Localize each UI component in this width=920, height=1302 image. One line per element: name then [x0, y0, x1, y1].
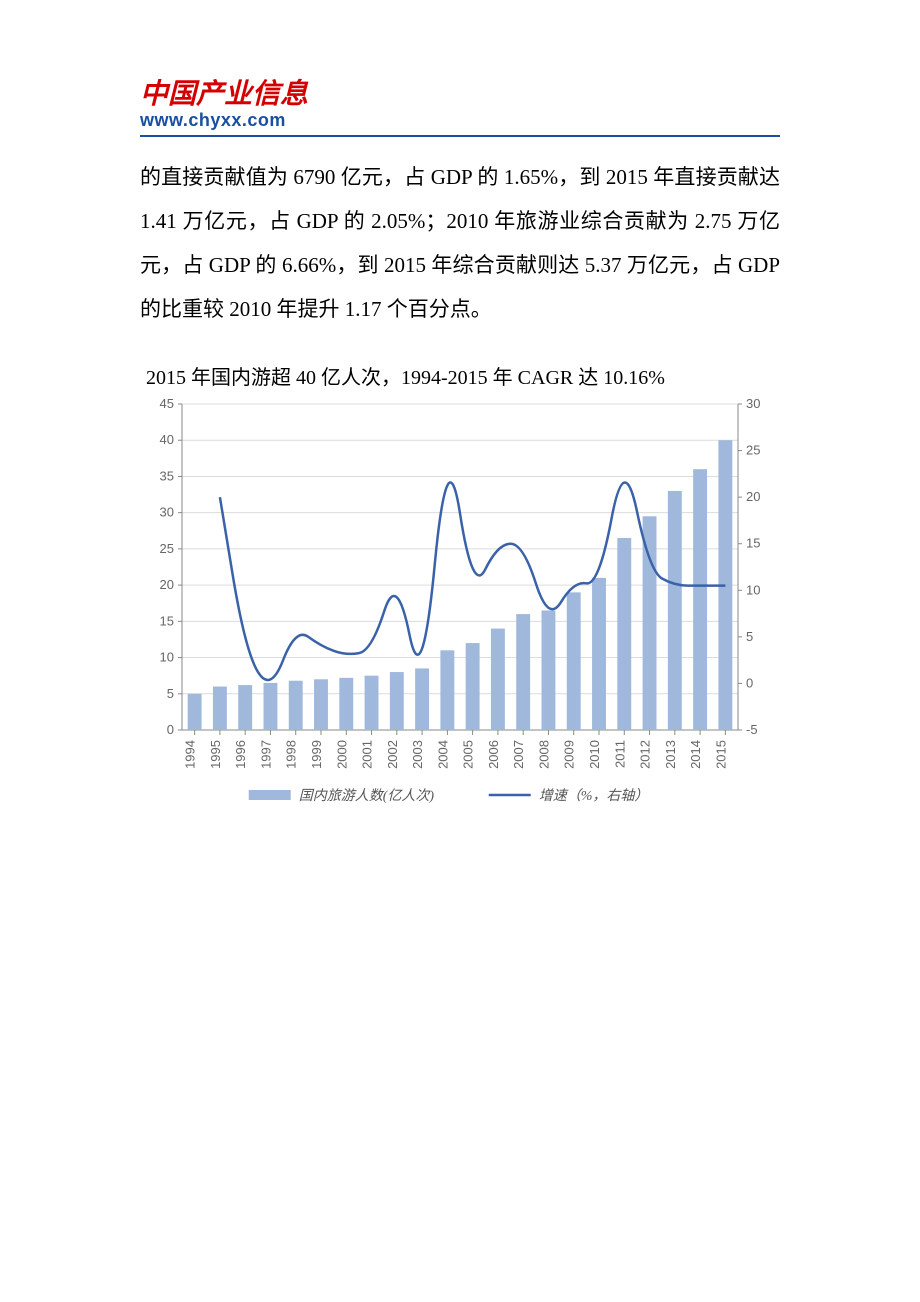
svg-text:2010: 2010 [587, 740, 602, 769]
svg-text:1994: 1994 [183, 740, 198, 769]
svg-text:10: 10 [746, 583, 760, 598]
svg-text:1995: 1995 [208, 740, 223, 769]
svg-text:2007: 2007 [511, 740, 526, 769]
svg-text:1999: 1999 [309, 740, 324, 769]
svg-text:45: 45 [160, 396, 174, 411]
svg-text:2000: 2000 [334, 740, 349, 769]
svg-text:2008: 2008 [536, 740, 551, 769]
svg-text:2013: 2013 [663, 740, 678, 769]
chart-title: 2015 年国内游超 40 亿人次，1994-2015 年 CAGR 达 10.… [146, 361, 780, 390]
svg-text:国内旅游人数(亿人次): 国内旅游人数(亿人次) [299, 788, 435, 804]
svg-text:30: 30 [160, 505, 174, 520]
svg-text:30: 30 [746, 396, 760, 411]
svg-text:2001: 2001 [360, 740, 375, 769]
svg-text:40: 40 [160, 433, 174, 448]
svg-text:0: 0 [746, 676, 753, 691]
svg-text:15: 15 [746, 536, 760, 551]
svg-text:增速（%，右轴）: 增速（%，右轴） [539, 788, 649, 804]
combo-chart: 0 5 10 15 20 25 30 35 40 45 -5 0 5 10 15 20 25 30 1994 1995… [140, 396, 780, 821]
page-container: 中国产业信息 www.chyxx.com 的直接贡献值为 6790 亿元，占 G… [0, 0, 920, 881]
header-rule [140, 135, 780, 137]
svg-text:5: 5 [167, 686, 174, 701]
svg-text:2003: 2003 [410, 740, 425, 769]
svg-text:25: 25 [746, 443, 760, 458]
svg-text:0: 0 [167, 722, 174, 737]
svg-text:2012: 2012 [638, 740, 653, 769]
svg-text:-5: -5 [746, 722, 758, 737]
svg-text:25: 25 [160, 541, 174, 556]
svg-text:5: 5 [746, 629, 753, 644]
chart-svg: 0 5 10 15 20 25 30 35 40 45 -5 0 5 10 15 20 25 30 1994 1995… [140, 396, 780, 816]
svg-text:20: 20 [160, 577, 174, 592]
body-paragraph: 的直接贡献值为 6790 亿元，占 GDP 的 1.65%，到 2015 年直接… [140, 155, 780, 331]
svg-text:2002: 2002 [385, 740, 400, 769]
svg-text:2015: 2015 [713, 740, 728, 769]
logo-url: www.chyxx.com [140, 110, 780, 131]
svg-text:2011: 2011 [612, 740, 627, 768]
site-logo: 中国产业信息 www.chyxx.com [140, 80, 780, 131]
svg-text:1998: 1998 [284, 740, 299, 769]
svg-text:15: 15 [160, 614, 174, 629]
svg-text:1996: 1996 [233, 740, 248, 769]
svg-text:2009: 2009 [562, 740, 577, 769]
svg-text:1997: 1997 [258, 740, 273, 769]
svg-text:20: 20 [746, 490, 760, 505]
svg-text:2014: 2014 [688, 740, 703, 769]
svg-text:2005: 2005 [461, 740, 476, 769]
svg-text:35: 35 [160, 469, 174, 484]
svg-text:2004: 2004 [435, 740, 450, 769]
svg-text:10: 10 [160, 650, 174, 665]
svg-text:2006: 2006 [486, 740, 501, 769]
logo-chinese: 中国产业信息 [140, 80, 780, 108]
